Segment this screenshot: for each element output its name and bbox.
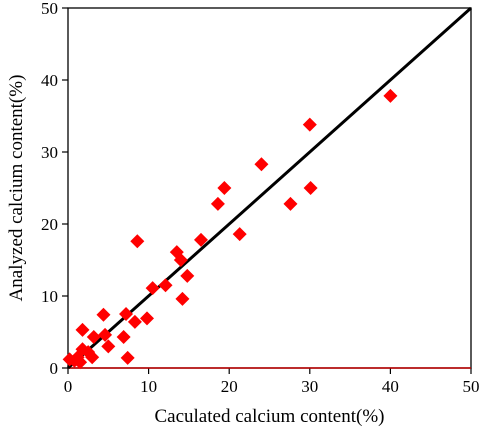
y-tick-label: 50 — [41, 0, 58, 18]
data-point — [383, 88, 398, 103]
x-axis-title: Caculated calcium content(%) — [154, 406, 384, 427]
y-tick-label: 30 — [41, 143, 58, 162]
data-point — [96, 307, 111, 322]
data-point — [101, 339, 116, 354]
x-tick-label: 0 — [64, 377, 73, 396]
y-tick-label: 40 — [41, 71, 58, 90]
x-tick-label: 20 — [221, 377, 238, 396]
data-point — [180, 268, 195, 283]
data-point — [145, 281, 160, 296]
data-point — [98, 327, 113, 342]
data-point — [119, 307, 134, 321]
data-point — [217, 181, 232, 195]
data-point — [232, 227, 247, 242]
data-point — [283, 196, 298, 211]
x-tick-label: 10 — [140, 377, 157, 396]
labels-layer: 0 10 20 30 40 50 0 10 20 30 40 50 Caculated calcium … — [6, 0, 480, 427]
data-point — [210, 196, 225, 211]
points-layer — [62, 88, 398, 370]
data-point — [175, 291, 190, 306]
data-point — [73, 355, 88, 370]
data-point — [127, 314, 142, 329]
y-tick-label: 10 — [41, 287, 58, 306]
reference-line — [67, 6, 472, 370]
data-point — [75, 322, 90, 337]
x-tick-label: 50 — [463, 377, 480, 396]
data-point — [86, 330, 101, 345]
data-point — [158, 278, 173, 293]
data-point — [85, 350, 100, 365]
data-point — [139, 311, 154, 326]
data-point — [193, 232, 208, 247]
y-tick-label: 20 — [41, 215, 58, 234]
data-point — [254, 157, 269, 172]
data-point — [302, 117, 317, 132]
reference-line-layer — [67, 6, 472, 370]
y-tick-label: 0 — [50, 359, 59, 378]
data-point — [120, 350, 135, 365]
y-axis-title: Analyzed calcium content(%) — [6, 75, 27, 302]
data-point — [130, 234, 145, 249]
axes-layer — [62, 7, 472, 374]
data-point — [116, 330, 131, 345]
data-point — [303, 181, 318, 195]
x-tick-label: 40 — [382, 377, 399, 396]
data-point — [173, 253, 188, 267]
x-tick-label: 30 — [301, 377, 318, 396]
